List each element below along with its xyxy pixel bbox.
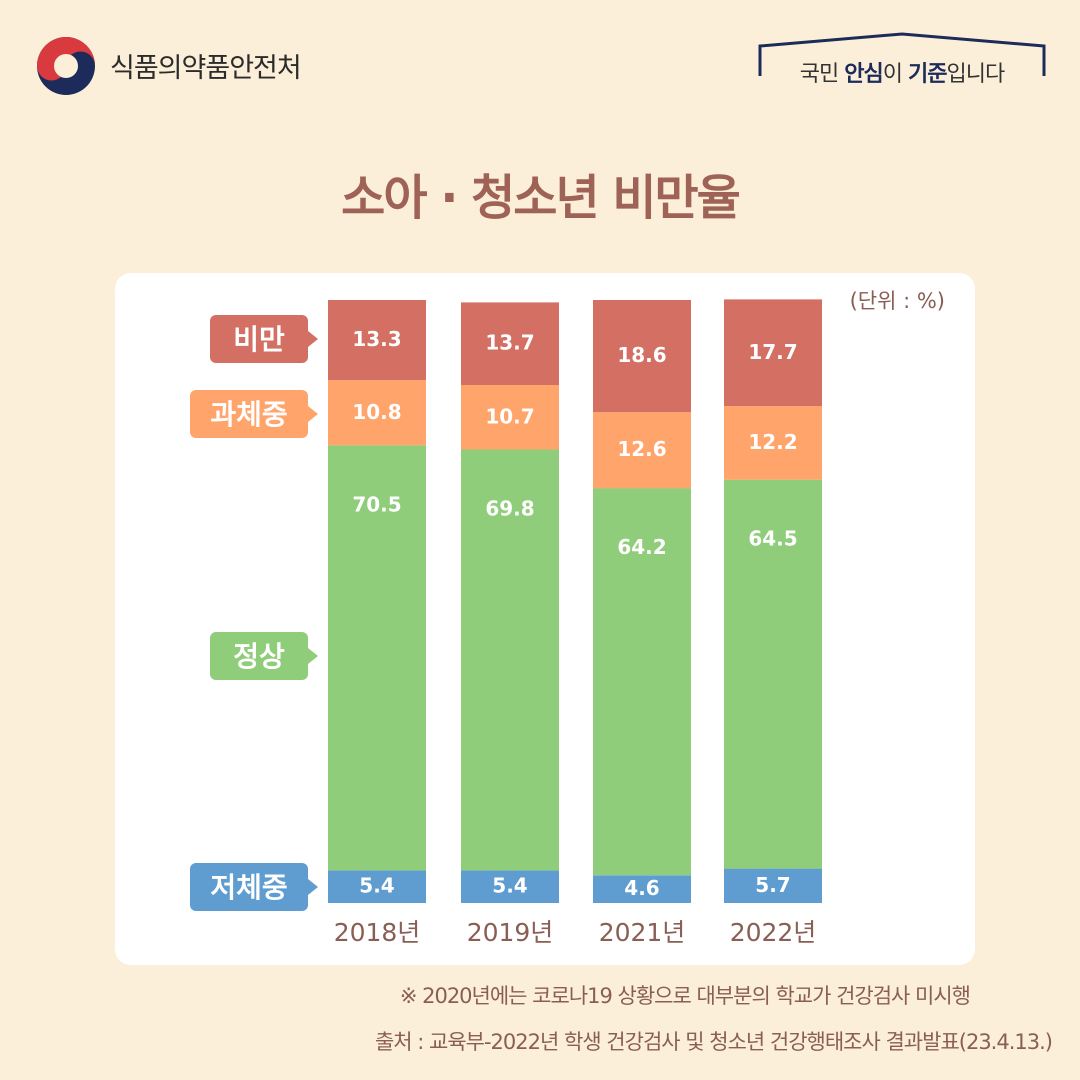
slogan-text: 국민 안심이 기준입니다 xyxy=(752,56,1052,88)
slogan-emphasis-1: 안심 xyxy=(844,62,883,87)
bar-normal-4 xyxy=(724,479,822,869)
org-name: 식품의약품안전처 xyxy=(110,53,302,84)
legend-label-overweight: 과체중 xyxy=(210,398,287,431)
government-emblem-logo xyxy=(36,36,96,96)
bar-underweight-2 xyxy=(461,870,559,903)
slogan-suffix: 입니다 xyxy=(946,62,1005,87)
data-label-underweight-4: 5.7 xyxy=(755,873,790,897)
bar-obese-3 xyxy=(593,300,691,413)
data-label-normal-1: 70.5 xyxy=(352,492,401,516)
legend-label-underweight: 저체중 xyxy=(210,871,287,904)
slogan: 국민 안심이 기준입니다 xyxy=(752,30,1052,90)
bar-underweight-1 xyxy=(328,870,426,903)
legend-pointer-underweight xyxy=(308,879,318,895)
stacked-bar-chart: 5.4 70.5 10.8 13.3 2018년 5.4 69.8 10.7 13.7 2019년… xyxy=(190,299,822,947)
data-label-normal-2: 69.8 xyxy=(485,497,534,521)
x-tick-label-1: 2018년 xyxy=(334,918,421,947)
slogan-mid: 이 xyxy=(882,62,908,87)
bar-overweight-2 xyxy=(461,385,559,450)
legend-pointer-normal xyxy=(308,648,318,664)
legend-tag-underweight xyxy=(190,863,308,911)
unit-label: (단위 : %) xyxy=(849,289,945,313)
legend-tag-overweight xyxy=(190,390,308,438)
bar-obese-2 xyxy=(461,302,559,385)
data-label-overweight-4: 12.2 xyxy=(748,430,797,454)
footnote: ※ 2020년에는 코로나19 상황으로 대부분의 학교가 건강검사 미시행 xyxy=(399,984,971,1008)
x-tick-label-4: 2022년 xyxy=(730,918,817,947)
data-label-underweight-3: 4.6 xyxy=(624,876,659,900)
x-tick-label-3: 2021년 xyxy=(599,918,686,947)
data-label-overweight-1: 10.8 xyxy=(352,400,401,424)
data-label-normal-4: 64.5 xyxy=(748,527,797,551)
data-label-obese-2: 13.7 xyxy=(485,331,534,355)
data-label-overweight-2: 10.7 xyxy=(485,404,534,428)
data-label-obese-1: 13.3 xyxy=(352,327,401,351)
data-label-normal-3: 64.2 xyxy=(617,535,666,559)
data-label-obese-3: 18.6 xyxy=(617,343,666,367)
x-tick-label-2: 2019년 xyxy=(467,918,554,947)
bar-obese-1 xyxy=(328,300,426,381)
bar-normal-3 xyxy=(593,488,691,876)
data-label-underweight-2: 5.4 xyxy=(492,874,527,898)
bar-overweight-4 xyxy=(724,406,822,480)
legend-tag-obese xyxy=(210,315,308,363)
bar-underweight-4 xyxy=(724,868,822,903)
legend-pointer-overweight xyxy=(308,406,318,422)
bar-normal-2 xyxy=(461,449,559,871)
source-citation: 출처 : 교육부-2022년 학생 건강검사 및 청소년 건강행태조사 결과발표… xyxy=(374,1030,1053,1054)
legend-tag-normal xyxy=(210,632,308,680)
slogan-prefix: 국민 xyxy=(799,62,845,87)
chart-panel: (단위 : %) 5.4 70.5 10.8 13.3 2018년 5.4 69.8 10.7… xyxy=(115,273,975,965)
data-label-obese-4: 17.7 xyxy=(748,340,797,364)
bar-normal-1 xyxy=(328,445,426,871)
bar-underweight-3 xyxy=(593,875,691,903)
bar-overweight-1 xyxy=(328,380,426,446)
chart-title: 소아 · 청소년 비만율 xyxy=(341,170,741,226)
legend-label-normal: 정상 xyxy=(233,640,285,673)
data-label-overweight-3: 12.6 xyxy=(617,437,666,461)
legend-label-obese: 비만 xyxy=(233,323,285,356)
slogan-emphasis-2: 기준 xyxy=(907,62,947,87)
bar-obese-4 xyxy=(724,299,822,407)
legend-pointer-obese xyxy=(308,331,318,347)
bar-overweight-3 xyxy=(593,412,691,489)
data-label-underweight-1: 5.4 xyxy=(359,874,394,898)
